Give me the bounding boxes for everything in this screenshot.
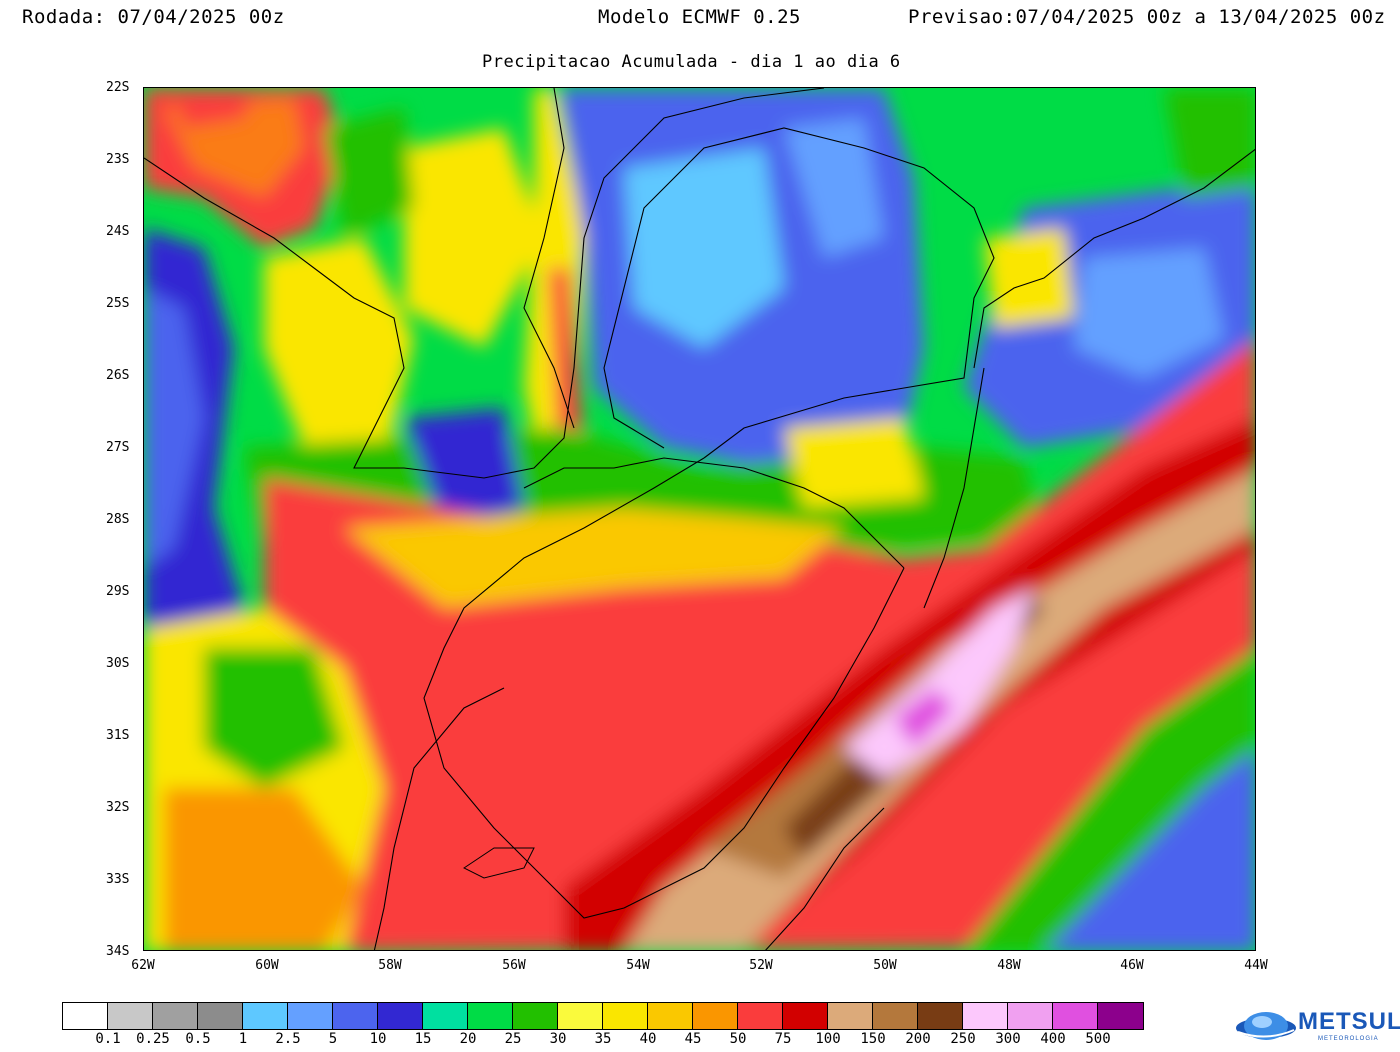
legend-swatch (918, 1003, 963, 1029)
lat-label: 32S (106, 800, 130, 815)
legend-label: 45 (684, 1031, 702, 1047)
lon-label: 58W (378, 958, 402, 973)
forecast-period: Previsao:07/04/2025 00z a 13/04/2025 00z (908, 6, 1386, 28)
lon-label: 46W (1120, 958, 1144, 973)
legend-label: 300 (995, 1031, 1021, 1047)
legend-label: 40 (639, 1031, 657, 1047)
legend-label: 250 (950, 1031, 976, 1047)
legend-swatch (783, 1003, 828, 1029)
lat-label: 22S (106, 80, 130, 95)
model-title: Modelo ECMWF 0.25 (598, 6, 801, 28)
legend-swatch (378, 1003, 423, 1029)
legend-swatch (63, 1003, 108, 1029)
lon-label: 50W (873, 958, 897, 973)
lon-label: 54W (626, 958, 650, 973)
legend-swatch (1008, 1003, 1053, 1029)
lon-label: 60W (255, 958, 279, 973)
lat-label: 34S (106, 944, 130, 959)
run-date: Rodada: 07/04/2025 00z (22, 6, 285, 28)
lon-label: 44W (1244, 958, 1268, 973)
legend-swatch (648, 1003, 693, 1029)
lon-label: 48W (997, 958, 1021, 973)
legend-swatch (693, 1003, 738, 1029)
run-value: 07/04/2025 00z (117, 6, 285, 28)
legend-swatch (288, 1003, 333, 1029)
precip-blobs (144, 88, 1255, 950)
legend-label: 200 (905, 1031, 931, 1047)
lat-label: 25S (106, 296, 130, 311)
legend-label: 2.5 (275, 1031, 301, 1047)
lat-label: 30S (106, 656, 130, 671)
forecast-label: Previsao: (908, 6, 1016, 28)
forecast-value: 07/04/2025 00z a 13/04/2025 00z (1015, 6, 1386, 28)
legend-label: 20 (459, 1031, 477, 1047)
lat-label: 28S (106, 512, 130, 527)
legend-label: 30 (549, 1031, 567, 1047)
legend-swatch (108, 1003, 153, 1029)
legend-label: 50 (729, 1031, 747, 1047)
lon-label: 62W (131, 958, 155, 973)
legend-swatch (873, 1003, 918, 1029)
logo-name: METSUL (1298, 1008, 1400, 1035)
lagoon-outline (463, 847, 535, 879)
legend-label: 0.25 (136, 1031, 170, 1047)
legend-swatch (333, 1003, 378, 1029)
run-label: Rodada: (22, 6, 106, 28)
legend-label: 75 (774, 1031, 792, 1047)
legend-swatch (468, 1003, 513, 1029)
lon-label: 56W (502, 958, 526, 973)
borders (144, 88, 1255, 950)
legend-swatch (738, 1003, 783, 1029)
metsul-logo: METSUL METEOROLOGIA (1234, 1006, 1400, 1046)
legend-label: 100 (815, 1031, 841, 1047)
legend-label: 0.5 (185, 1031, 211, 1047)
lat-label: 24S (106, 224, 130, 239)
legend-swatch (153, 1003, 198, 1029)
color-legend (62, 1002, 1144, 1030)
legend-swatch (243, 1003, 288, 1029)
lat-label: 26S (106, 368, 130, 383)
precipitation-map (143, 87, 1256, 951)
legend-label: 1 (238, 1031, 248, 1047)
logo-subtitle: METEOROLOGIA (1318, 1036, 1379, 1042)
globe-icon (1236, 1012, 1296, 1040)
legend-label: 10 (369, 1031, 387, 1047)
legend-swatch (423, 1003, 468, 1029)
legend-label: 500 (1085, 1031, 1111, 1047)
lat-label: 31S (106, 728, 130, 743)
legend-swatch (513, 1003, 558, 1029)
legend-label: 25 (504, 1031, 522, 1047)
lon-label: 52W (749, 958, 773, 973)
legend-label: 15 (414, 1031, 432, 1047)
lat-label: 27S (106, 440, 130, 455)
legend-swatch (198, 1003, 243, 1029)
legend-label: 150 (860, 1031, 886, 1047)
legend-swatch (558, 1003, 603, 1029)
legend-label: 0.1 (95, 1031, 121, 1047)
lat-label: 33S (106, 872, 130, 887)
legend-label: 400 (1040, 1031, 1066, 1047)
lat-label: 23S (106, 152, 130, 167)
legend-swatch (1053, 1003, 1098, 1029)
legend-swatch (1098, 1003, 1143, 1029)
legend-label: 5 (328, 1031, 338, 1047)
legend-label: 35 (594, 1031, 612, 1047)
precipitation-field (144, 88, 1255, 950)
legend-swatch (963, 1003, 1008, 1029)
lat-label: 29S (106, 584, 130, 599)
legend-swatch (603, 1003, 648, 1029)
map-subtitle: Precipitacao Acumulada - dia 1 ao dia 6 (482, 52, 901, 72)
legend-swatch (828, 1003, 873, 1029)
